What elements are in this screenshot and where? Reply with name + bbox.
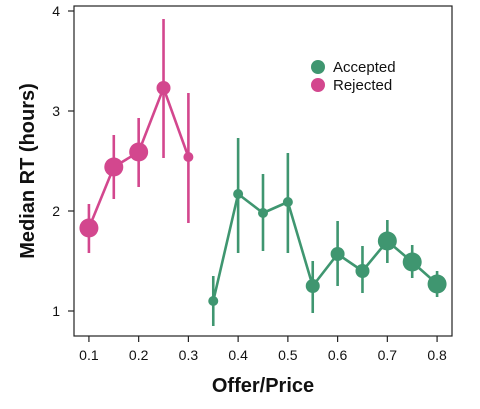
y-tick-label: 1 — [52, 303, 60, 319]
x-tick-label: 0.4 — [228, 347, 248, 363]
x-axis-title: Offer/Price — [212, 375, 314, 397]
data-point-accepted — [377, 231, 397, 251]
legend-label-accepted: Accepted — [333, 59, 396, 76]
data-point-rejected — [156, 81, 171, 95]
data-point-accepted — [427, 274, 447, 294]
y-tick-label: 2 — [52, 203, 60, 219]
data-point-accepted — [233, 189, 244, 199]
data-point-rejected — [104, 157, 124, 177]
x-tick-label: 0.1 — [79, 347, 99, 363]
x-tick-label: 0.2 — [129, 347, 149, 363]
data-point-accepted — [258, 208, 268, 218]
x-tick-label: 0.7 — [378, 347, 398, 363]
x-axis-ticks: 0.1 0.2 0.3 0.4 0.5 0.6 0.7 0.8 — [79, 336, 447, 363]
legend: Accepted Rejected — [311, 59, 396, 94]
data-point-accepted — [208, 296, 219, 306]
y-axis-ticks: 1 2 3 4 — [52, 3, 74, 319]
y-tick-label: 3 — [52, 103, 60, 119]
plot-frame — [73, 5, 453, 337]
x-tick-label: 0.6 — [328, 347, 348, 363]
data-point-rejected — [129, 142, 149, 162]
series-accepted — [208, 138, 447, 326]
data-point-accepted — [355, 264, 370, 278]
data-point-accepted — [282, 197, 293, 207]
x-tick-label: 0.8 — [427, 347, 447, 363]
y-axis-title: Median RT (hours) — [17, 83, 39, 259]
data-point-accepted — [330, 247, 345, 261]
legend-marker-accepted — [311, 60, 325, 74]
x-tick-label: 0.5 — [278, 347, 298, 363]
data-point-accepted — [402, 252, 422, 272]
series-layer — [79, 19, 447, 326]
series-rejected — [79, 19, 194, 253]
legend-label-rejected: Rejected — [333, 77, 392, 94]
data-point-rejected — [183, 152, 194, 162]
legend-marker-rejected — [311, 78, 325, 92]
data-point-accepted — [305, 279, 320, 293]
data-point-rejected — [79, 218, 99, 238]
y-tick-label: 4 — [52, 3, 60, 19]
x-tick-label: 0.3 — [179, 347, 199, 363]
series-line-accepted — [211, 192, 438, 302]
plot-area: 0.1 0.2 0.3 0.4 0.5 0.6 0.7 0.8 1 2 3 4 — [52, 3, 453, 363]
